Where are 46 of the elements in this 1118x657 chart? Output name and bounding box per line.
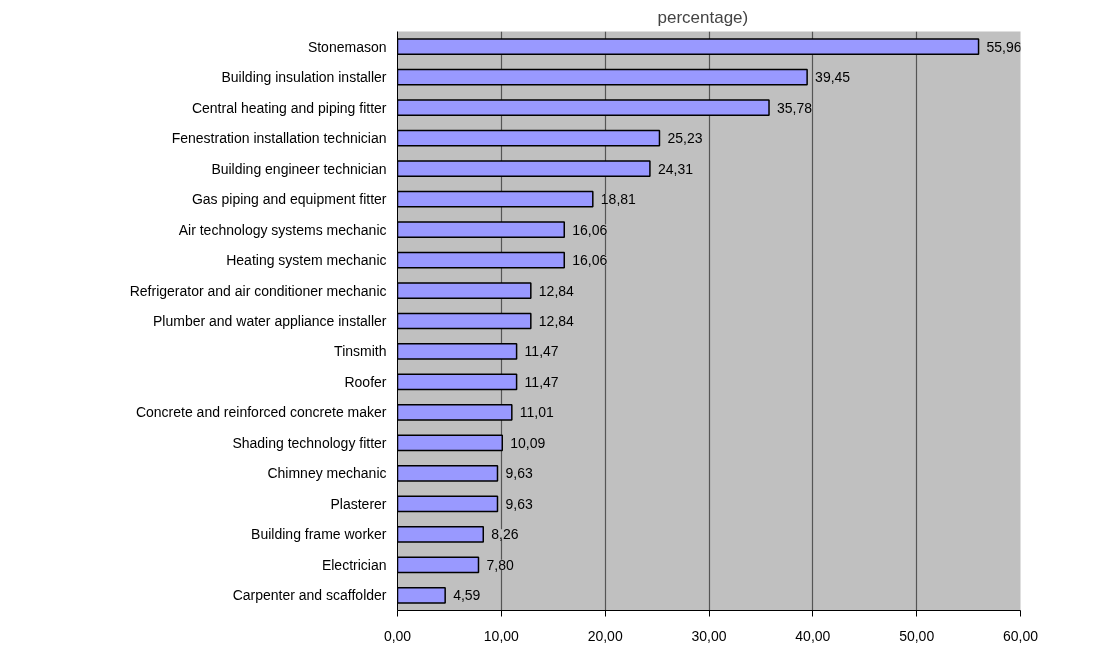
data-label: 16,06	[572, 252, 608, 269]
data-label: 18,81	[600, 191, 637, 208]
x-tick-label: 0,00	[383, 627, 412, 644]
data-label: 4,59	[453, 587, 481, 604]
y-tick-label: Roofer	[344, 373, 387, 390]
y-tick-label: Electrician	[321, 556, 387, 573]
data-label: 9,63	[505, 465, 533, 482]
y-tick-label: Tinsmith	[334, 343, 387, 360]
y-tick-label: Shading technology fitter	[232, 434, 387, 451]
data-label: 25,23	[667, 130, 703, 147]
y-tick-label: Refrigerator and air conditioner mechanic	[129, 282, 387, 299]
data-label: 11,47	[524, 373, 559, 390]
y-tick-label: Building frame worker	[251, 526, 387, 543]
x-tick-label: 50,00	[899, 627, 935, 644]
y-tick-label: Central heating and piping fitter	[191, 99, 387, 116]
data-label: 9,63	[505, 495, 533, 512]
y-tick-label: Stonemason	[307, 38, 387, 55]
x-tick-label: 60,00	[1002, 627, 1039, 644]
data-label: 55,96	[986, 38, 1022, 55]
data-label: 39,45	[815, 69, 851, 86]
chart-title: percentage)	[657, 7, 749, 27]
data-label: 12,84	[538, 313, 575, 329]
y-tick-label: Concrete and reinforced concrete maker	[135, 404, 387, 421]
data-label: 7,80	[486, 556, 514, 573]
x-tick-label: 30,00	[691, 627, 727, 644]
data-label: 8,26	[491, 526, 519, 543]
data-label: 24,31	[657, 160, 694, 177]
data-label: 11,47	[524, 343, 559, 360]
x-tick-label: 20,00	[587, 627, 623, 644]
y-tick-label: Air technology systems mechanic	[178, 221, 387, 238]
data-label: 10,09	[510, 434, 546, 451]
data-label: 12,84	[538, 282, 575, 299]
y-tick-label: Chimney mechanic	[267, 465, 387, 482]
y-tick-label: Building engineer technician	[211, 160, 387, 177]
y-tick-label: Gas piping and equipment fitter	[191, 191, 387, 208]
y-tick-label: Building insulation installer	[221, 69, 387, 86]
y-tick-label: Plasterer	[330, 495, 387, 512]
x-tick-label: 10,00	[483, 627, 520, 644]
data-label: 11,01	[519, 404, 555, 421]
y-tick-label: Plumber and water appliance installer	[153, 313, 387, 329]
y-tick-label: Fenestration installation technician	[171, 130, 387, 147]
x-tick-label: 40,00	[795, 627, 831, 644]
data-label: 16,06	[572, 221, 608, 238]
data-label: 35,78	[777, 99, 813, 116]
y-tick-label: Carpenter and scaffolder	[232, 587, 387, 604]
y-tick-label: Heating system mechanic	[226, 252, 387, 269]
